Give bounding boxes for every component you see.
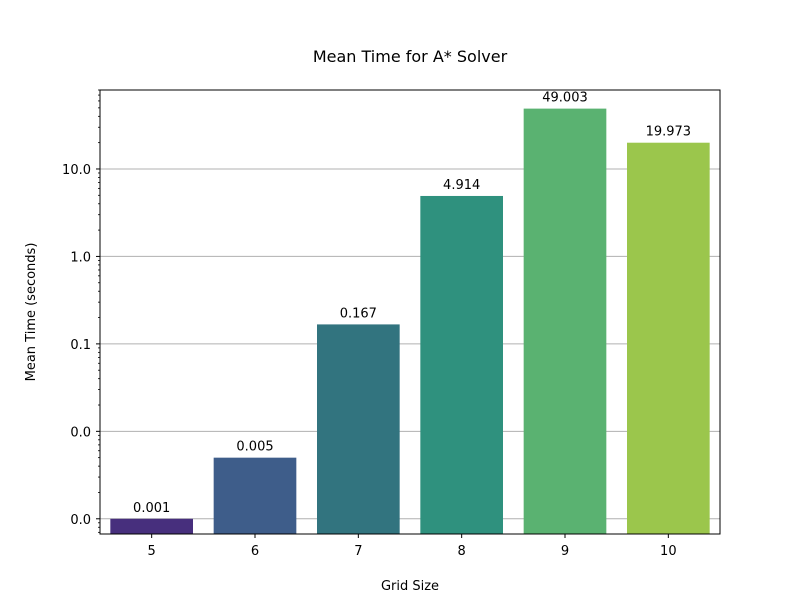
data-label: 0.001 [133, 501, 170, 516]
bar [213, 457, 297, 534]
y-gridlines [100, 168, 720, 520]
x-tick-label: 10 [660, 544, 677, 559]
x-tick-label: 5 [148, 544, 156, 559]
y-tick-label: 0.0 [70, 425, 91, 440]
data-label: 0.167 [340, 306, 377, 321]
bar [627, 142, 710, 534]
y-tick-label: 10.0 [62, 163, 91, 178]
bar [523, 108, 607, 534]
plot-area-frame [99, 89, 721, 535]
y-tick-label: 1.0 [70, 250, 91, 265]
y-tick-label: 0.1 [70, 338, 91, 353]
x-axis-label: Grid Size [381, 579, 439, 594]
bar [317, 324, 400, 534]
x-tick-label: 6 [251, 544, 259, 559]
bars [110, 108, 710, 534]
bar [110, 518, 193, 534]
bar [420, 195, 503, 534]
x-tick-label: 8 [458, 544, 466, 559]
data-label: 49.003 [542, 91, 588, 106]
chart-title: Mean Time for A* Solver [313, 47, 508, 66]
data-labels: 0.001 0.005 0.167 4.914 49.003 19.973 [133, 91, 691, 516]
x-axis: 5 6 7 8 9 10 [148, 534, 677, 559]
y-axis-label: Mean Time (seconds) [24, 243, 39, 382]
data-label: 4.914 [443, 178, 480, 193]
x-tick-label: 9 [561, 544, 569, 559]
y-axis: 0.0 0.0 0.1 1.0 10.0 [62, 89, 100, 533]
data-label: 0.005 [236, 440, 273, 455]
y-tick-label: 0.0 [70, 513, 91, 528]
data-label: 19.973 [646, 125, 692, 140]
x-tick-label: 7 [354, 544, 362, 559]
